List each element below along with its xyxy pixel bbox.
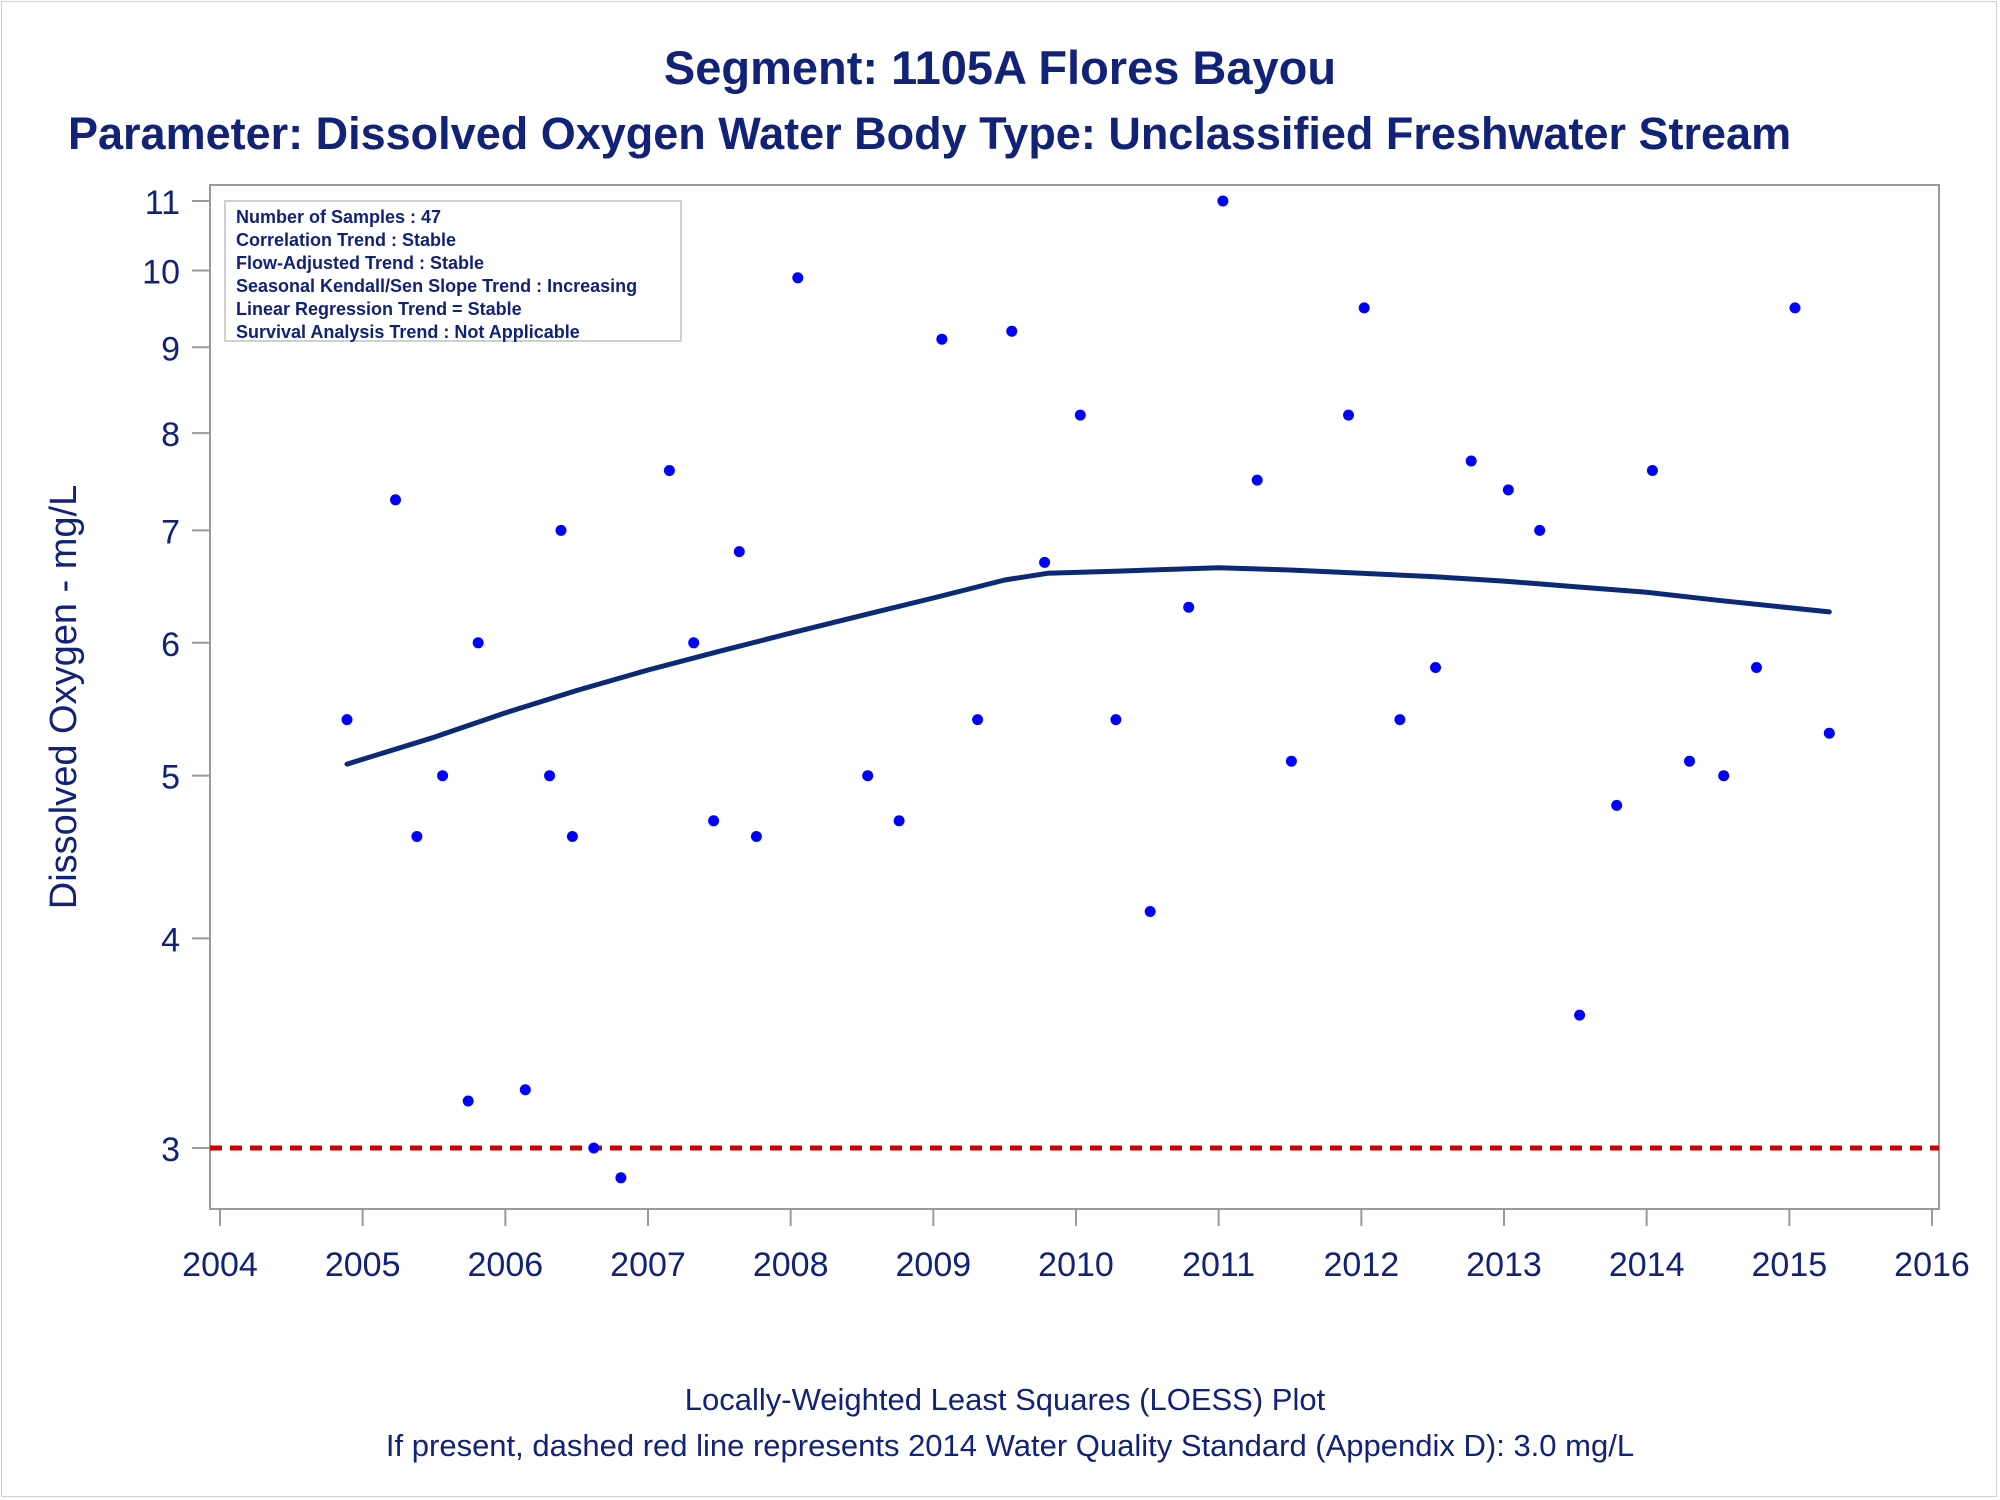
y-tick-label: 4 [161,921,180,959]
y-tick-label: 11 [145,184,180,222]
y-axis-label: Dissolved Oxygen - mg/L [43,485,85,910]
data-point [1684,755,1695,767]
data-point [1534,524,1546,536]
data-point [1574,1009,1586,1021]
x-tick-label: 2006 [468,1246,544,1284]
stat-correlation-trend: Correlation Trend : Stable [236,230,457,250]
data-point [390,494,401,506]
data-point [437,770,449,782]
loess-curve [344,565,1832,767]
chart-subtitle: Parameter: Dissolved Oxygen Water Body T… [68,108,1792,159]
x-tick-label: 2015 [1752,1246,1828,1284]
data-point [1074,409,1086,421]
y-tick-label: 5 [161,759,180,797]
footnote-loess: Locally-Weighted Least Squares (LOESS) P… [684,1382,1326,1417]
chart-title: Segment: 1105A Flores Bayou [663,41,1337,94]
data-point [893,815,905,827]
data-point [588,1142,600,1154]
x-axis: 2004 2005 2006 2007 2008 2009 2010 2011 2012 2013… [182,1209,1970,1284]
data-point [1823,727,1835,739]
data-point [544,770,556,782]
data-point [1039,556,1051,568]
stat-samples: Number of Samples : 47 [236,207,442,227]
y-tick-label: 3 [161,1131,180,1169]
y-tick-label: 10 [142,253,180,291]
x-tick-label: 2011 [1182,1246,1255,1284]
data-point [615,1172,627,1184]
data-point [663,465,675,476]
x-tick-label: 2016 [1894,1246,1970,1284]
data-point [1144,906,1156,917]
data-point [1646,465,1658,476]
trend-stats-box: Number of Samples : 47 Correlation Trend… [224,200,682,342]
data-point [1430,662,1441,673]
x-tick-label: 2010 [1038,1246,1114,1284]
x-tick-label: 2005 [325,1246,401,1284]
data-point [688,637,700,649]
data-point [519,1084,531,1096]
data-point [1789,302,1801,314]
data-point [1611,799,1623,811]
stat-survival-analysis-trend: Survival Analysis Trend : Not Applicable [236,322,580,342]
loess-layer [344,565,1832,767]
stat-linear-regression-trend: Linear Regression Trend = Stable [236,299,522,319]
y-tick-label: 7 [161,513,180,551]
y-axis: 3 4 5 6 7 8 9 10 11 [142,184,210,1169]
x-tick-label: 2009 [896,1246,972,1284]
data-point [1285,755,1297,767]
data-point [555,524,567,536]
data-point [1343,409,1354,421]
data-point [1358,302,1370,314]
data-point [862,770,874,782]
data-point [972,714,984,726]
footnote-standard: If present, dashed red line represents 2… [385,1428,1635,1463]
data-point [462,1095,474,1107]
data-point [708,815,720,827]
stat-flow-adjusted-trend: Flow-Adjusted Trend : Stable [236,253,485,273]
plot-frame [209,184,1940,1210]
data-point [341,714,353,726]
data-point [472,637,484,649]
data-point [1183,601,1195,613]
data-point [792,272,804,284]
data-point [1006,325,1018,337]
data-point [936,333,948,345]
data-point [1251,474,1263,486]
y-tick-label: 6 [161,626,180,664]
data-point [1110,714,1122,726]
x-tick-label: 2004 [182,1246,258,1284]
stat-seasonal-kendall-trend: Seasonal Kendall/Sen Slope Trend : Incre… [236,276,638,296]
x-tick-label: 2012 [1324,1246,1400,1284]
y-tick-label: 8 [161,416,180,454]
data-point [750,831,762,842]
data-point [1718,770,1730,782]
points-layer [341,195,1835,1184]
x-tick-label: 2007 [610,1246,686,1284]
data-point [411,831,423,842]
x-tick-label: 2013 [1466,1246,1542,1284]
y-tick-label: 9 [161,330,180,368]
data-point [1465,455,1477,467]
data-point [733,546,745,558]
x-tick-label: 2008 [753,1246,829,1284]
data-point [1502,484,1514,496]
data-point [1217,195,1229,207]
data-point [1751,662,1762,673]
data-point [566,831,578,842]
x-tick-label: 2014 [1609,1246,1685,1284]
data-point [1394,714,1406,726]
